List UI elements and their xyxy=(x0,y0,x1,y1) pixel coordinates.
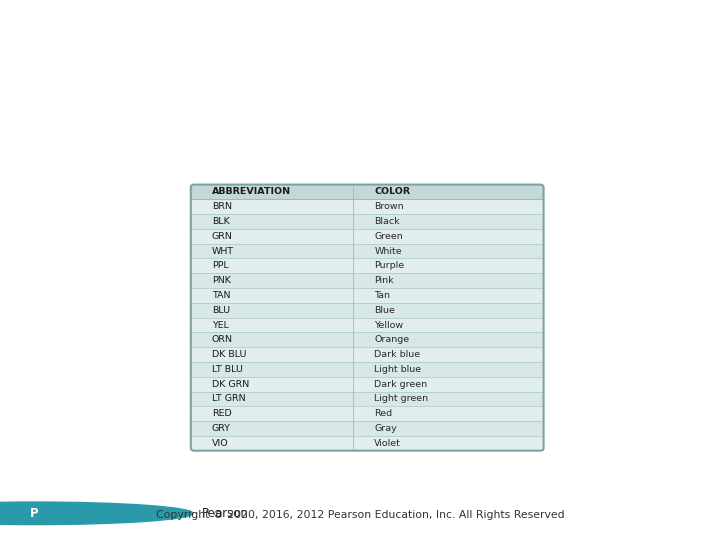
Text: BRN: BRN xyxy=(212,202,232,211)
Text: Dark blue: Dark blue xyxy=(374,350,420,359)
Bar xyxy=(191,318,544,333)
Text: DK BLU: DK BLU xyxy=(212,350,246,359)
Text: Red: Red xyxy=(374,409,392,418)
Bar xyxy=(191,288,544,303)
Bar xyxy=(191,229,544,244)
Bar xyxy=(191,347,544,362)
Text: Green: Green xyxy=(374,232,403,241)
Text: Light green: Light green xyxy=(374,394,428,403)
Bar xyxy=(191,436,544,451)
Bar xyxy=(191,362,544,377)
Text: VIO: VIO xyxy=(212,439,228,448)
Text: GRY: GRY xyxy=(212,424,231,433)
Text: ABBREVIATION: ABBREVIATION xyxy=(212,187,291,197)
Text: Violet: Violet xyxy=(374,439,401,448)
Text: Pink: Pink xyxy=(374,276,394,285)
Text: LT GRN: LT GRN xyxy=(212,394,246,403)
Text: YEL: YEL xyxy=(212,321,229,329)
Bar xyxy=(191,244,544,259)
Bar xyxy=(191,214,544,229)
Text: DK GRN: DK GRN xyxy=(212,380,249,389)
Text: ORN: ORN xyxy=(212,335,233,345)
Text: Orange: Orange xyxy=(374,335,410,345)
Bar xyxy=(191,421,544,436)
Bar xyxy=(191,273,544,288)
Bar xyxy=(191,392,544,406)
Text: Copyright © 2020, 2016, 2012 Pearson Education, Inc. All Rights Reserved: Copyright © 2020, 2016, 2012 Pearson Edu… xyxy=(156,510,564,521)
Text: WHT: WHT xyxy=(212,247,234,255)
Text: COLOR: COLOR xyxy=(374,187,410,197)
Bar xyxy=(191,199,544,214)
Text: TAN: TAN xyxy=(212,291,230,300)
Text: GRN: GRN xyxy=(212,232,233,241)
Bar xyxy=(191,185,544,199)
Text: CHART 45-1: CHART 45-1 xyxy=(200,460,259,469)
Text: Blue: Blue xyxy=(374,306,395,315)
Bar xyxy=(191,333,544,347)
Text: RED: RED xyxy=(212,409,232,418)
Text: Chart 45-1 Typical abbreviations used on schematics to show
wire color. Some veh: Chart 45-1 Typical abbreviations used on… xyxy=(13,17,567,90)
Bar xyxy=(191,259,544,273)
Text: Brown: Brown xyxy=(374,202,404,211)
Text: PNK: PNK xyxy=(212,276,231,285)
Bar xyxy=(191,377,544,392)
Text: Light blue: Light blue xyxy=(374,365,421,374)
Text: White: White xyxy=(374,247,402,255)
Text: Dark green: Dark green xyxy=(374,380,428,389)
Text: BLU: BLU xyxy=(212,306,230,315)
Text: Pearson: Pearson xyxy=(202,507,248,520)
Text: P: P xyxy=(30,507,39,520)
Circle shape xyxy=(0,502,193,525)
Text: Yellow: Yellow xyxy=(374,321,403,329)
Text: BLK: BLK xyxy=(212,217,230,226)
Bar xyxy=(191,406,544,421)
Text: Tan: Tan xyxy=(374,291,390,300)
Text: Black: Black xyxy=(374,217,400,226)
Text: LT BLU: LT BLU xyxy=(212,365,243,374)
Text: Gray: Gray xyxy=(374,424,397,433)
Bar xyxy=(191,303,544,318)
Text: PPL: PPL xyxy=(212,261,229,271)
Text: Purple: Purple xyxy=(374,261,405,271)
